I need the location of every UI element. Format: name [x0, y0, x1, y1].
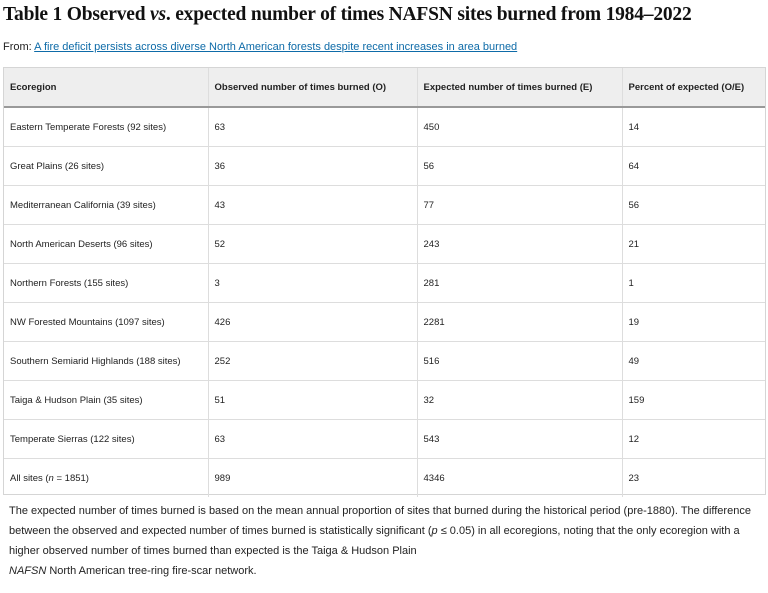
source-line: From: A fire deficit persists across div…: [3, 40, 517, 54]
total-label-prefix: All sites (: [10, 472, 49, 484]
cell-percent: 49: [621, 341, 765, 381]
header-observed: Observed number of times burned (O): [207, 68, 417, 108]
cell-percent: 56: [621, 185, 765, 225]
cell-percent: 21: [621, 224, 765, 264]
footnote-abbreviation: NAFSN North American tree-ring fire-scar…: [9, 561, 764, 581]
cell-expected: 56: [416, 146, 622, 186]
table-row: Northern Forests (155 sites) 3 281 1: [4, 263, 765, 303]
cell-observed-total: 989: [207, 458, 417, 497]
total-label-n: n: [48, 472, 54, 484]
cell-expected: 243: [416, 224, 622, 264]
cell-percent: 12: [621, 419, 765, 459]
table-title: Table 1 Observed vs. expected number of …: [3, 2, 768, 28]
cell-ecoregion: Temperate Sierras (122 sites): [4, 419, 208, 459]
cell-expected: 281: [416, 263, 622, 303]
table-footnote: The expected number of times burned is b…: [9, 501, 764, 581]
table-row: Eastern Temperate Forests (92 sites) 63 …: [4, 106, 765, 147]
cell-percent: 64: [621, 146, 765, 186]
footnote-abbr-definition: North American tree-ring fire-scar netwo…: [46, 565, 257, 577]
cell-observed: 426: [207, 302, 417, 342]
title-part2: . expected number of times NAFSN sites b…: [165, 4, 692, 25]
cell-ecoregion: North American Deserts (96 sites): [4, 224, 208, 264]
cell-expected: 2281: [416, 302, 622, 342]
cell-observed: 36: [207, 146, 417, 186]
cell-observed: 3: [207, 263, 417, 303]
cell-observed: 63: [207, 419, 417, 459]
table-row: Mediterranean California (39 sites) 43 7…: [4, 185, 765, 225]
cell-expected: 543: [416, 419, 622, 459]
data-table-container: Ecoregion Observed number of times burne…: [3, 67, 766, 497]
footnote-text-start: The expected number of times burned is b…: [9, 505, 751, 537]
cell-observed: 51: [207, 380, 417, 420]
cell-observed: 43: [207, 185, 417, 225]
cell-ecoregion-total: All sites (n = 1851): [4, 458, 208, 497]
cell-observed: 252: [207, 341, 417, 381]
cell-ecoregion: Southern Semiarid Highlands (188 sites): [4, 341, 208, 381]
cell-ecoregion: Taiga & Hudson Plain (35 sites): [4, 380, 208, 420]
cell-expected-total: 4346: [416, 458, 622, 497]
header-expected: Expected number of times burned (E): [416, 68, 622, 108]
title-part1: Table 1 Observed: [3, 4, 151, 25]
cell-observed: 63: [207, 106, 417, 147]
cell-expected: 516: [416, 341, 622, 381]
cell-expected: 32: [416, 380, 622, 420]
cell-ecoregion: Eastern Temperate Forests (92 sites): [4, 106, 208, 147]
footnote-text-end: ≤ 0.05) in all ecoregions, noting that t…: [9, 525, 740, 557]
cell-percent-total: 23: [621, 458, 765, 497]
table-row: North American Deserts (96 sites) 52 243…: [4, 224, 765, 264]
table-row: Southern Semiarid Highlands (188 sites) …: [4, 341, 765, 381]
table-header-row: Ecoregion Observed number of times burne…: [4, 68, 765, 108]
cell-ecoregion: NW Forested Mountains (1097 sites): [4, 302, 208, 342]
header-ecoregion: Ecoregion: [4, 68, 208, 108]
cell-percent: 14: [621, 106, 765, 147]
footnote-p: p: [431, 525, 438, 537]
footnote-main: The expected number of times burned is b…: [9, 501, 764, 561]
source-article-link[interactable]: A fire deficit persists across diverse N…: [34, 41, 518, 53]
footnote-abbr: NAFSN: [9, 565, 47, 577]
cell-ecoregion: Mediterranean California (39 sites): [4, 185, 208, 225]
table-row: Temperate Sierras (122 sites) 63 543 12: [4, 419, 765, 459]
cell-observed: 52: [207, 224, 417, 264]
cell-expected: 450: [416, 106, 622, 147]
from-label: From:: [3, 41, 35, 53]
cell-ecoregion: Great Plains (26 sites): [4, 146, 208, 186]
header-percent: Percent of expected (O/E): [621, 68, 765, 108]
title-vs: vs: [150, 4, 166, 25]
table-row: Taiga & Hudson Plain (35 sites) 51 32 15…: [4, 380, 765, 420]
table-row: Great Plains (26 sites) 36 56 64: [4, 146, 765, 186]
cell-percent: 159: [621, 380, 765, 420]
table-total-row: All sites (n = 1851) 989 4346 23: [4, 458, 765, 497]
table-row: NW Forested Mountains (1097 sites) 426 2…: [4, 302, 765, 342]
cell-percent: 1: [621, 263, 765, 303]
cell-percent: 19: [621, 302, 765, 342]
total-label-suffix: = 1851): [53, 472, 89, 484]
cell-ecoregion: Northern Forests (155 sites): [4, 263, 208, 303]
cell-expected: 77: [416, 185, 622, 225]
data-table: Ecoregion Observed number of times burne…: [4, 68, 765, 497]
